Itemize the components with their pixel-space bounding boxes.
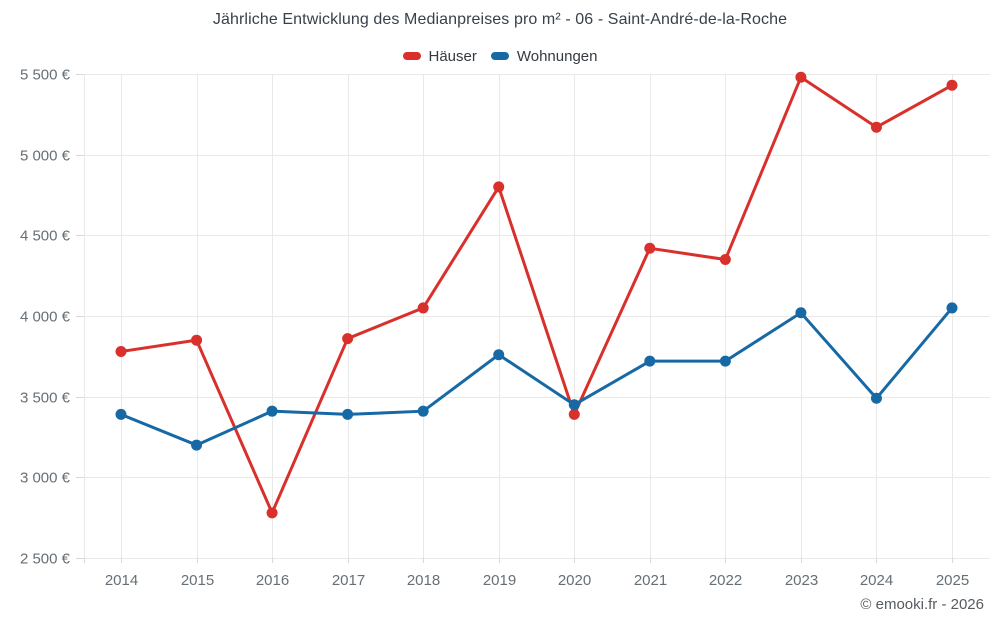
data-point-wohnungen-2020[interactable] (568, 399, 580, 411)
data-point-wohnungen-2018[interactable] (417, 405, 429, 417)
data-point-hauser-2016[interactable] (266, 507, 278, 519)
data-point-hauser-2024[interactable] (870, 121, 882, 133)
series-line-wohnungen (120, 306, 954, 447)
watermark: © emooki.fr - 2026 (860, 596, 984, 613)
y-tick-label: 5 500 € (20, 67, 71, 84)
x-tick-label: 2020 (558, 572, 591, 589)
data-point-wohnungen-2015[interactable] (191, 439, 203, 451)
data-point-hauser-2021[interactable] (644, 242, 656, 254)
gridlines (76, 74, 990, 563)
x-tick-label: 2017 (332, 572, 365, 589)
data-point-hauser-2025[interactable] (946, 79, 958, 91)
x-tick-label: 2021 (634, 572, 667, 589)
data-point-hauser-2020[interactable] (568, 408, 580, 420)
data-point-wohnungen-2019[interactable] (493, 349, 505, 361)
x-tick-label: 2015 (181, 572, 214, 589)
data-point-wohnungen-2021[interactable] (644, 355, 656, 367)
series-wohnungen (115, 302, 958, 451)
y-tick-label: 4 500 € (20, 228, 71, 245)
y-tick-label: 3 000 € (20, 470, 71, 487)
axis-labels: 2 500 € 3 000 € 3 500 € 4 000 € 4 500 € 5 000… (20, 67, 969, 590)
data-point-hauser-2015[interactable] (191, 334, 203, 346)
y-tick-label: 2 500 € (20, 551, 71, 568)
x-tick-label: 2014 (105, 572, 138, 589)
x-tick-label: 2025 (936, 572, 969, 589)
data-point-hauser-2022[interactable] (719, 254, 731, 266)
data-point-hauser-2023[interactable] (795, 71, 807, 83)
x-tick-label: 2019 (483, 572, 516, 589)
x-tick-label: 2016 (256, 572, 289, 589)
x-tick-label: 2018 (407, 572, 440, 589)
data-point-wohnungen-2022[interactable] (719, 355, 731, 367)
series-hauser (115, 71, 958, 519)
data-point-wohnungen-2017[interactable] (342, 408, 354, 420)
data-point-wohnungen-2016[interactable] (266, 405, 278, 417)
data-point-wohnungen-2014[interactable] (115, 408, 127, 420)
data-point-wohnungen-2024[interactable] (870, 392, 882, 404)
legend-label: Wohnungen (516, 47, 598, 65)
data-point-hauser-2019[interactable] (493, 181, 505, 193)
y-tick-label: 5 000 € (20, 148, 71, 165)
x-tick-label: 2022 (709, 572, 742, 589)
data-point-hauser-2018[interactable] (417, 302, 429, 314)
y-tick-label: 4 000 € (20, 309, 71, 326)
data-point-wohnungen-2023[interactable] (795, 307, 807, 319)
legend-item-hauser[interactable]: Häuser (402, 47, 477, 65)
legend-item-wohnungen[interactable]: Wohnungen (490, 47, 598, 65)
series-line-hauser (120, 74, 953, 517)
legend: Häuser Wohnungen (0, 45, 1000, 67)
legend-swatch-hauser (402, 52, 421, 60)
x-tick-label: 2024 (860, 572, 893, 589)
y-tick-label: 3 500 € (20, 390, 71, 407)
data-point-wohnungen-2025[interactable] (946, 302, 958, 314)
legend-swatch-wohnungen (490, 52, 509, 60)
legend-label: Häuser (428, 47, 477, 65)
data-point-hauser-2017[interactable] (342, 333, 354, 345)
chart-title: Jährliche Entwicklung des Medianpreises … (212, 11, 788, 28)
x-tick-label: 2023 (785, 572, 818, 589)
data-point-hauser-2014[interactable] (115, 345, 127, 357)
